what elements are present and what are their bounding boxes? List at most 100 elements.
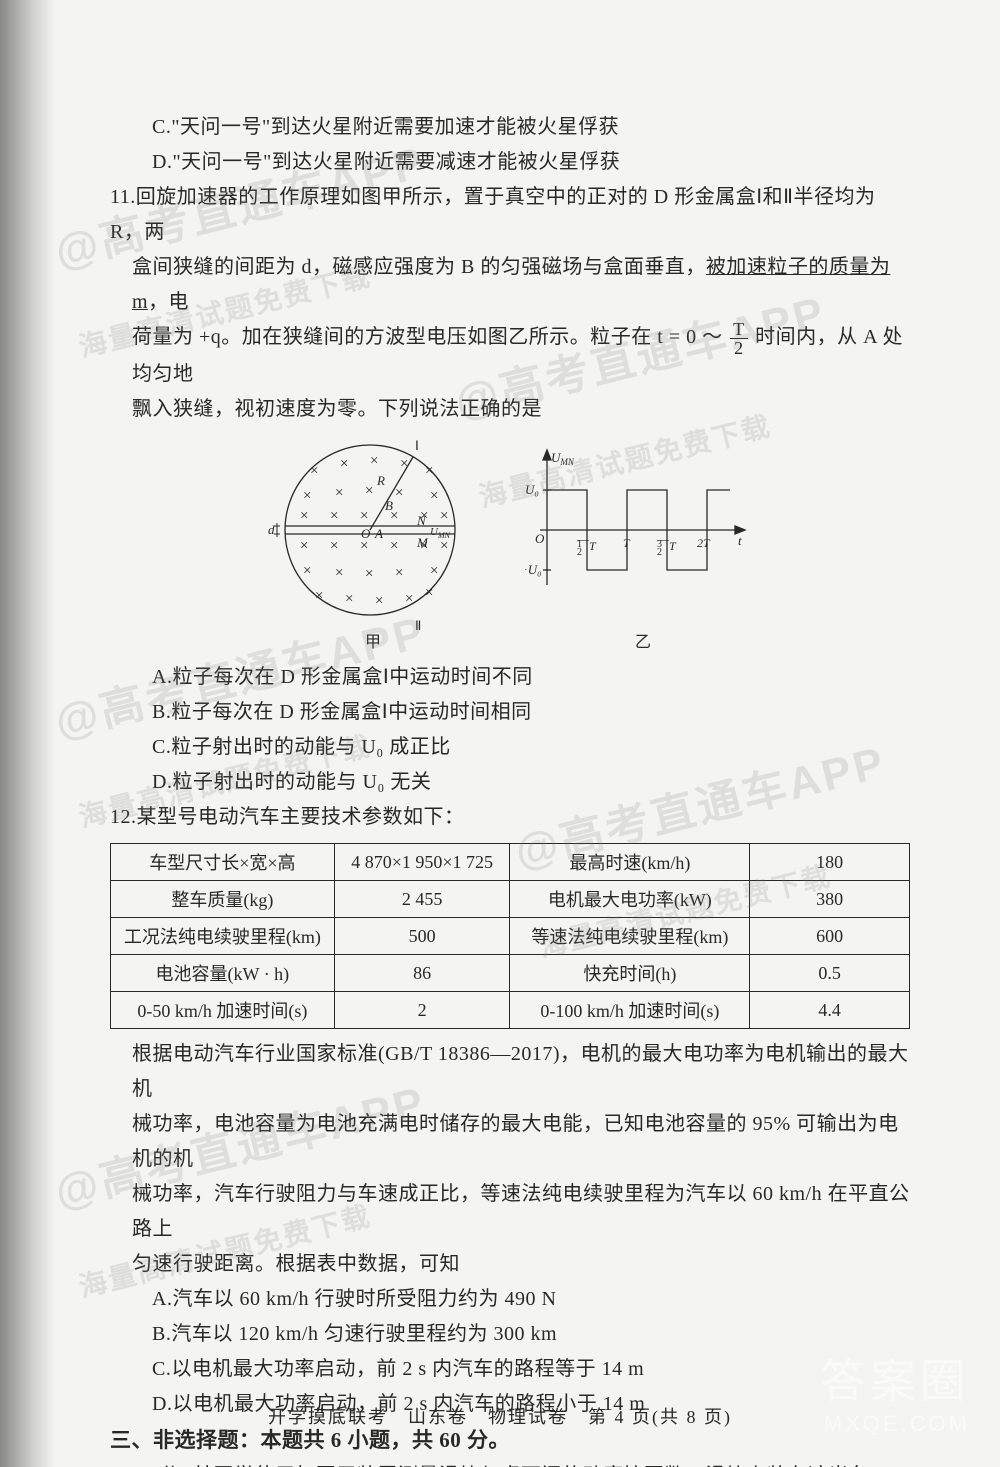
svg-text:×: ×	[303, 563, 311, 579]
label-N: N	[416, 513, 427, 528]
q12-body-2: 械功率，电池容量为电池充满电时储存的最大电能，已知电池容量的 95% 可输出为电…	[110, 1107, 910, 1177]
label-B: B	[385, 498, 393, 513]
svg-text:×: ×	[335, 565, 343, 581]
label-U0: U₀	[525, 482, 539, 497]
label-M: M	[416, 535, 429, 550]
table-cell: 380	[750, 881, 910, 918]
svg-text:×: ×	[395, 565, 403, 581]
q11-stem-2a: 盒间狭缝的间距为 d，磁感应强度为 B 的匀强磁场与盒面垂直，	[132, 256, 706, 278]
q11-stem-3: 荷量为 +q。加在狭缝间的方波型电压如图乙所示。粒子在 t = 0 ～ T2 时…	[110, 320, 910, 392]
svg-text:×: ×	[365, 483, 373, 499]
q11-option-d: D.粒子射出时的动能与 U₀ 无关	[110, 765, 910, 800]
table-cell: 车型尺寸长×宽×高	[111, 844, 335, 881]
table-cell: 4 870×1 950×1 725	[334, 844, 510, 881]
cyclotron-diagram: ××××× ××××× ×××××× ×××××× ××××× ××××× R …	[265, 435, 475, 650]
svg-text:×: ×	[440, 508, 448, 524]
label-d: d	[268, 522, 275, 537]
q10-option-c: C."天问一号"到达火星附近需要加速才能被火星俘获	[110, 110, 910, 145]
label-I: Ⅰ	[415, 438, 419, 453]
table-cell: 最高时速(km/h)	[510, 844, 750, 881]
q11-option-c: C.粒子射出时的动能与 U₀ 成正比	[110, 730, 910, 765]
q11-diagram-row: ××××× ××××× ×××××× ×××××× ××××× ××××× R …	[110, 435, 910, 650]
svg-text:×: ×	[310, 463, 318, 479]
svg-text:2: 2	[657, 547, 662, 558]
svg-text:×: ×	[335, 485, 343, 501]
svg-text:×: ×	[340, 456, 348, 472]
table-cell: 86	[334, 955, 510, 992]
table-cell: 0-50 km/h 加速时间(s)	[111, 992, 335, 1029]
svg-text:×: ×	[425, 463, 433, 479]
square-wave-diagram: UMN U₀ −U₀ O t 1 — 2 T T 3 — 2 T 2T 乙	[525, 435, 755, 650]
svg-text:×: ×	[303, 488, 311, 504]
table-row: 车型尺寸长×宽×高4 870×1 950×1 725最高时速(km/h)180	[111, 844, 910, 881]
table-cell: 500	[334, 918, 510, 955]
caption-left: 甲	[365, 634, 381, 650]
q11-stem-4: 飘入狭缝，视初速度为零。下列说法正确的是	[110, 392, 910, 427]
q12-stem: 12.某型号电动汽车主要技术参数如下：	[110, 800, 910, 835]
frac-den: 2	[730, 339, 748, 357]
svg-text:2T: 2T	[697, 536, 711, 550]
table-cell: 快充时间(h)	[510, 955, 750, 992]
svg-text:×: ×	[430, 563, 438, 579]
label-t: t	[738, 533, 742, 548]
table-cell: 0-100 km/h 加速时间(s)	[510, 992, 750, 1029]
caption-right: 乙	[635, 634, 651, 650]
svg-text:×: ×	[425, 585, 433, 601]
label-O: O	[535, 531, 545, 546]
q13-stem-1: 13.(6 分) 某同学使用如图甲装置测量滑块与桌面间的动摩擦因数。滑块上装有遮…	[110, 1459, 910, 1467]
svg-text:×: ×	[390, 538, 398, 554]
svg-text:×: ×	[370, 453, 378, 469]
table-cell: 600	[750, 918, 910, 955]
label-R: R	[376, 473, 385, 488]
q11-stem-1: 11.回旋加速器的工作原理如图甲所示，置于真空中的正对的 D 形金属盒Ⅰ和Ⅱ半径…	[110, 180, 910, 250]
q12-option-c: C.以电机最大功率启动，前 2 s 内汽车的路程等于 14 m	[110, 1352, 910, 1387]
q11-stem-2c: ，电	[148, 291, 189, 313]
frac-num: T	[730, 320, 748, 339]
svg-text:×: ×	[375, 593, 383, 609]
svg-text:×: ×	[300, 538, 308, 554]
q11-stem-2: 盒间狭缝的间距为 d，磁感应强度为 B 的匀强磁场与盒面垂直，被加速粒子的质量为…	[110, 250, 910, 320]
table-cell: 等速法纯电续驶里程(km)	[510, 918, 750, 955]
table-row: 0-50 km/h 加速时间(s)20-100 km/h 加速时间(s)4.4	[111, 992, 910, 1029]
table-cell: 工况法纯电续驶里程(km)	[111, 918, 335, 955]
label-negU0: −U₀	[525, 562, 542, 577]
svg-text:2: 2	[577, 547, 582, 558]
table-cell: 4.4	[750, 992, 910, 1029]
page-footer: 开学摸底联考 山东卷 物理试卷 第 4 页(共 8 页)	[0, 1403, 1000, 1429]
q12-body-1: 根据电动汽车行业国家标准(GB/T 18386—2017)，电机的最大电功率为电…	[110, 1037, 910, 1107]
table-row: 工况法纯电续驶里程(km)500等速法纯电续驶里程(km)600	[111, 918, 910, 955]
table-cell: 电机最大电功率(kW)	[510, 881, 750, 918]
svg-text:×: ×	[330, 508, 338, 524]
svg-text:×: ×	[430, 488, 438, 504]
svg-text:×: ×	[395, 485, 403, 501]
table-row: 电池容量(kW · h)86快充时间(h)0.5	[111, 955, 910, 992]
svg-text:UMN: UMN	[430, 526, 451, 540]
q11-stem-3a: 荷量为 +q。加在狭缝间的方波型电压如图乙所示。粒子在 t = 0 ～	[132, 326, 728, 348]
svg-text:×: ×	[345, 591, 353, 607]
label-O: O	[361, 526, 371, 541]
table-cell: 2 455	[334, 881, 510, 918]
table-cell: 0.5	[750, 955, 910, 992]
q10-option-d: D."天问一号"到达火星附近需要减速才能被火星俘获	[110, 145, 910, 180]
svg-text:×: ×	[440, 538, 448, 554]
label-A: A	[374, 526, 383, 541]
svg-text:UMN: UMN	[551, 450, 575, 467]
label-II: Ⅱ	[415, 618, 421, 633]
svg-text:—: —	[576, 532, 590, 546]
svg-text:T: T	[669, 539, 677, 553]
svg-text:×: ×	[360, 508, 368, 524]
q11-option-a: A.粒子每次在 D 形金属盒Ⅰ中运动时间不同	[110, 660, 910, 695]
svg-text:×: ×	[330, 538, 338, 554]
svg-text:×: ×	[300, 508, 308, 524]
q12-body-4: 匀速行驶距离。根据表中数据，可知	[110, 1247, 910, 1282]
exam-page: @高考直通车APP 海量高清试题免费下载 @高考直通车APP 海量高清试题免费下…	[0, 0, 1000, 1467]
svg-text:T: T	[623, 536, 631, 550]
svg-text:×: ×	[315, 588, 323, 604]
q12-option-a: A.汽车以 60 km/h 行驶时所受阻力约为 490 N	[110, 1282, 910, 1317]
q12-option-b: B.汽车以 120 km/h 匀速行驶里程约为 300 km	[110, 1317, 910, 1352]
page-shadow	[0, 0, 55, 1467]
table-cell: 2	[334, 992, 510, 1029]
svg-text:×: ×	[365, 566, 373, 582]
fraction: T2	[730, 320, 748, 357]
table-row: 整车质量(kg)2 455电机最大电功率(kW)380	[111, 881, 910, 918]
